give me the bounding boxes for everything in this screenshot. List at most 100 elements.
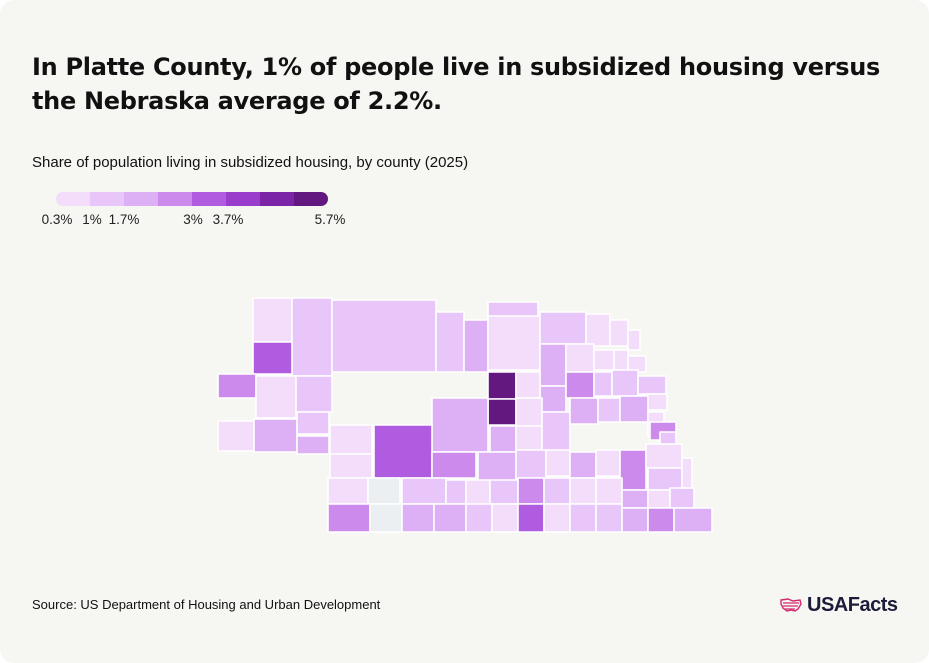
legend-swatch [90, 192, 124, 206]
county-shape [373, 424, 433, 479]
county-shape [565, 371, 595, 399]
county-shape [487, 301, 539, 317]
county-shape [435, 311, 465, 373]
county-shape [681, 457, 693, 489]
county-shape [431, 397, 489, 453]
legend-swatch [260, 192, 294, 206]
legend-swatch [56, 192, 90, 206]
county-shape [515, 371, 541, 399]
source-note: Source: US Department of Housing and Urb… [32, 597, 381, 612]
county-shape [291, 297, 333, 377]
county-shape [517, 503, 545, 533]
county-shape [611, 369, 639, 397]
county-shape [593, 349, 615, 371]
county-shape [445, 479, 467, 505]
county-shape [489, 425, 517, 453]
county-shape [329, 453, 373, 479]
county-shape [329, 424, 373, 455]
county-shape [627, 329, 641, 351]
county-shape [659, 431, 677, 445]
county-shape [401, 503, 435, 533]
chart-subtitle: Share of population living in subsidized… [32, 154, 469, 171]
county-shape [515, 425, 543, 451]
county-shape [541, 411, 571, 453]
legend-swatch [192, 192, 226, 206]
county-shape [669, 487, 695, 509]
county-shape [539, 311, 587, 345]
county-shape [252, 341, 293, 375]
county-shape [621, 507, 649, 533]
county-shape [545, 449, 571, 477]
page-title: In Platte County, 1% of people live in s… [32, 53, 880, 115]
county-shape [647, 489, 671, 509]
county-shape [431, 451, 477, 479]
legend-label: 5.7% [314, 212, 346, 227]
county-shape [593, 371, 613, 397]
county-shape [647, 507, 675, 533]
county-shape [619, 449, 647, 491]
legend-label: 3% [183, 212, 203, 227]
county-shape [621, 489, 649, 509]
county-shape [296, 411, 330, 435]
county-shape [487, 311, 541, 371]
county-choropleth-map [217, 297, 713, 533]
county-shape [539, 385, 567, 413]
county-shape [477, 451, 517, 483]
county-shape [327, 503, 371, 533]
legend-label: 3.7% [212, 212, 244, 227]
county-shape [673, 507, 713, 533]
legend-swatch [294, 192, 328, 206]
county-shape [463, 319, 489, 373]
county-shape [217, 420, 255, 452]
legend-label: 0.3% [41, 212, 73, 227]
county-shape [252, 297, 293, 343]
county-shape [327, 477, 369, 505]
county-shape [595, 449, 621, 477]
county-shape [331, 299, 437, 373]
county-shape [491, 503, 519, 533]
county-shape [569, 397, 599, 425]
county-shape [489, 479, 519, 505]
county-shape [595, 503, 623, 533]
county-shape [296, 435, 330, 455]
county-shape [217, 373, 257, 399]
legend-swatch [124, 192, 158, 206]
county-shape [253, 418, 298, 453]
county-shape [487, 371, 517, 400]
county-shape [569, 451, 597, 479]
county-shape [291, 375, 333, 413]
legend-label: 1% [82, 212, 102, 227]
county-shape [465, 479, 491, 507]
county-shape [647, 467, 683, 491]
county-shape [433, 503, 467, 533]
usafacts-logo: USAFacts [779, 593, 898, 617]
county-shape [465, 503, 493, 533]
county-shape [613, 349, 629, 371]
county-shape [569, 503, 597, 533]
legend-label: 1.7% [108, 212, 140, 227]
county-shape [645, 443, 683, 469]
county-shape [595, 477, 623, 505]
county-shape [401, 477, 447, 505]
county-shape [543, 477, 571, 505]
county-shape [539, 343, 567, 387]
county-shape [369, 503, 403, 533]
county-shape [569, 477, 597, 505]
county-shape [585, 313, 611, 347]
county-shape [619, 395, 649, 423]
county-shape [487, 398, 517, 426]
county-shape [515, 397, 543, 427]
county-shape [597, 397, 621, 423]
county-shape [637, 375, 667, 395]
county-shape [367, 477, 401, 505]
brand-name: USAFacts [807, 593, 898, 616]
county-shape [515, 449, 547, 479]
county-shape [255, 375, 297, 419]
legend-swatch [226, 192, 260, 206]
us-flag-map-icon [780, 598, 802, 612]
legend-swatch [158, 192, 192, 206]
legend-bar [56, 192, 328, 206]
county-shape [609, 319, 629, 347]
county-shape [565, 343, 595, 373]
